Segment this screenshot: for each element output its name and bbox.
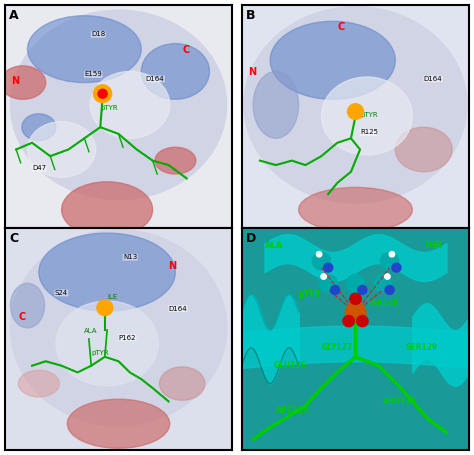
Ellipse shape bbox=[299, 187, 412, 232]
Text: D164: D164 bbox=[424, 76, 442, 82]
Text: N: N bbox=[169, 261, 177, 271]
Ellipse shape bbox=[10, 283, 45, 328]
Text: S24: S24 bbox=[55, 290, 68, 296]
Ellipse shape bbox=[56, 301, 158, 386]
Text: ILE: ILE bbox=[107, 294, 118, 300]
Text: pTYR: pTYR bbox=[100, 105, 118, 111]
Circle shape bbox=[392, 263, 401, 272]
Circle shape bbox=[312, 252, 330, 270]
Text: D47: D47 bbox=[32, 165, 46, 171]
Ellipse shape bbox=[18, 370, 59, 397]
Circle shape bbox=[381, 252, 399, 270]
Ellipse shape bbox=[27, 121, 96, 177]
Text: D164: D164 bbox=[146, 76, 164, 82]
Circle shape bbox=[374, 274, 392, 292]
Ellipse shape bbox=[244, 7, 467, 203]
Circle shape bbox=[319, 274, 337, 292]
Ellipse shape bbox=[155, 147, 196, 174]
Ellipse shape bbox=[39, 233, 175, 311]
Ellipse shape bbox=[10, 230, 227, 426]
Ellipse shape bbox=[10, 10, 227, 200]
Circle shape bbox=[346, 274, 365, 292]
Text: ALA: ALA bbox=[84, 328, 98, 334]
Circle shape bbox=[350, 293, 361, 304]
Text: D18: D18 bbox=[91, 31, 105, 37]
Circle shape bbox=[347, 104, 364, 119]
Circle shape bbox=[93, 85, 112, 103]
Text: C: C bbox=[337, 22, 345, 32]
Text: SER129: SER129 bbox=[406, 344, 438, 353]
Text: C: C bbox=[18, 312, 26, 322]
Text: C: C bbox=[182, 45, 190, 55]
Ellipse shape bbox=[22, 114, 56, 141]
Ellipse shape bbox=[0, 66, 46, 99]
Circle shape bbox=[356, 316, 368, 327]
Circle shape bbox=[389, 252, 395, 257]
Text: TYR128: TYR128 bbox=[367, 299, 400, 308]
Ellipse shape bbox=[253, 71, 299, 138]
Circle shape bbox=[321, 274, 327, 279]
Text: A: A bbox=[9, 9, 19, 22]
Text: ARG125: ARG125 bbox=[276, 406, 310, 415]
Text: D: D bbox=[246, 232, 256, 245]
Ellipse shape bbox=[159, 367, 205, 400]
Circle shape bbox=[384, 274, 390, 279]
Text: P162: P162 bbox=[118, 334, 136, 340]
Circle shape bbox=[324, 263, 333, 272]
Text: D164: D164 bbox=[169, 306, 187, 312]
Ellipse shape bbox=[270, 21, 395, 99]
Text: ALA: ALA bbox=[264, 241, 283, 250]
Text: N13: N13 bbox=[123, 254, 137, 260]
Text: ARG130: ARG130 bbox=[383, 397, 417, 406]
Ellipse shape bbox=[141, 44, 210, 99]
Ellipse shape bbox=[27, 15, 141, 83]
Circle shape bbox=[97, 300, 113, 316]
Text: N: N bbox=[248, 67, 257, 77]
Circle shape bbox=[316, 252, 322, 257]
Circle shape bbox=[330, 285, 339, 294]
Text: N: N bbox=[11, 76, 20, 86]
Circle shape bbox=[385, 285, 394, 294]
Ellipse shape bbox=[90, 71, 170, 138]
Text: C: C bbox=[9, 232, 18, 245]
Text: E159: E159 bbox=[84, 71, 102, 77]
Circle shape bbox=[345, 302, 366, 322]
Ellipse shape bbox=[321, 77, 412, 155]
Ellipse shape bbox=[395, 127, 452, 172]
Text: GLY127: GLY127 bbox=[321, 344, 353, 353]
Text: pTYR: pTYR bbox=[299, 290, 321, 299]
Text: pTYR: pTYR bbox=[360, 111, 378, 117]
Text: GLU126: GLU126 bbox=[273, 361, 307, 370]
Text: B: B bbox=[246, 9, 256, 22]
Ellipse shape bbox=[67, 399, 170, 448]
Ellipse shape bbox=[62, 182, 153, 238]
Circle shape bbox=[358, 285, 367, 294]
Text: pTYR: pTYR bbox=[91, 350, 109, 356]
Text: R125: R125 bbox=[360, 129, 378, 136]
Circle shape bbox=[98, 89, 107, 98]
Text: THR: THR bbox=[424, 241, 443, 250]
Circle shape bbox=[343, 316, 355, 327]
